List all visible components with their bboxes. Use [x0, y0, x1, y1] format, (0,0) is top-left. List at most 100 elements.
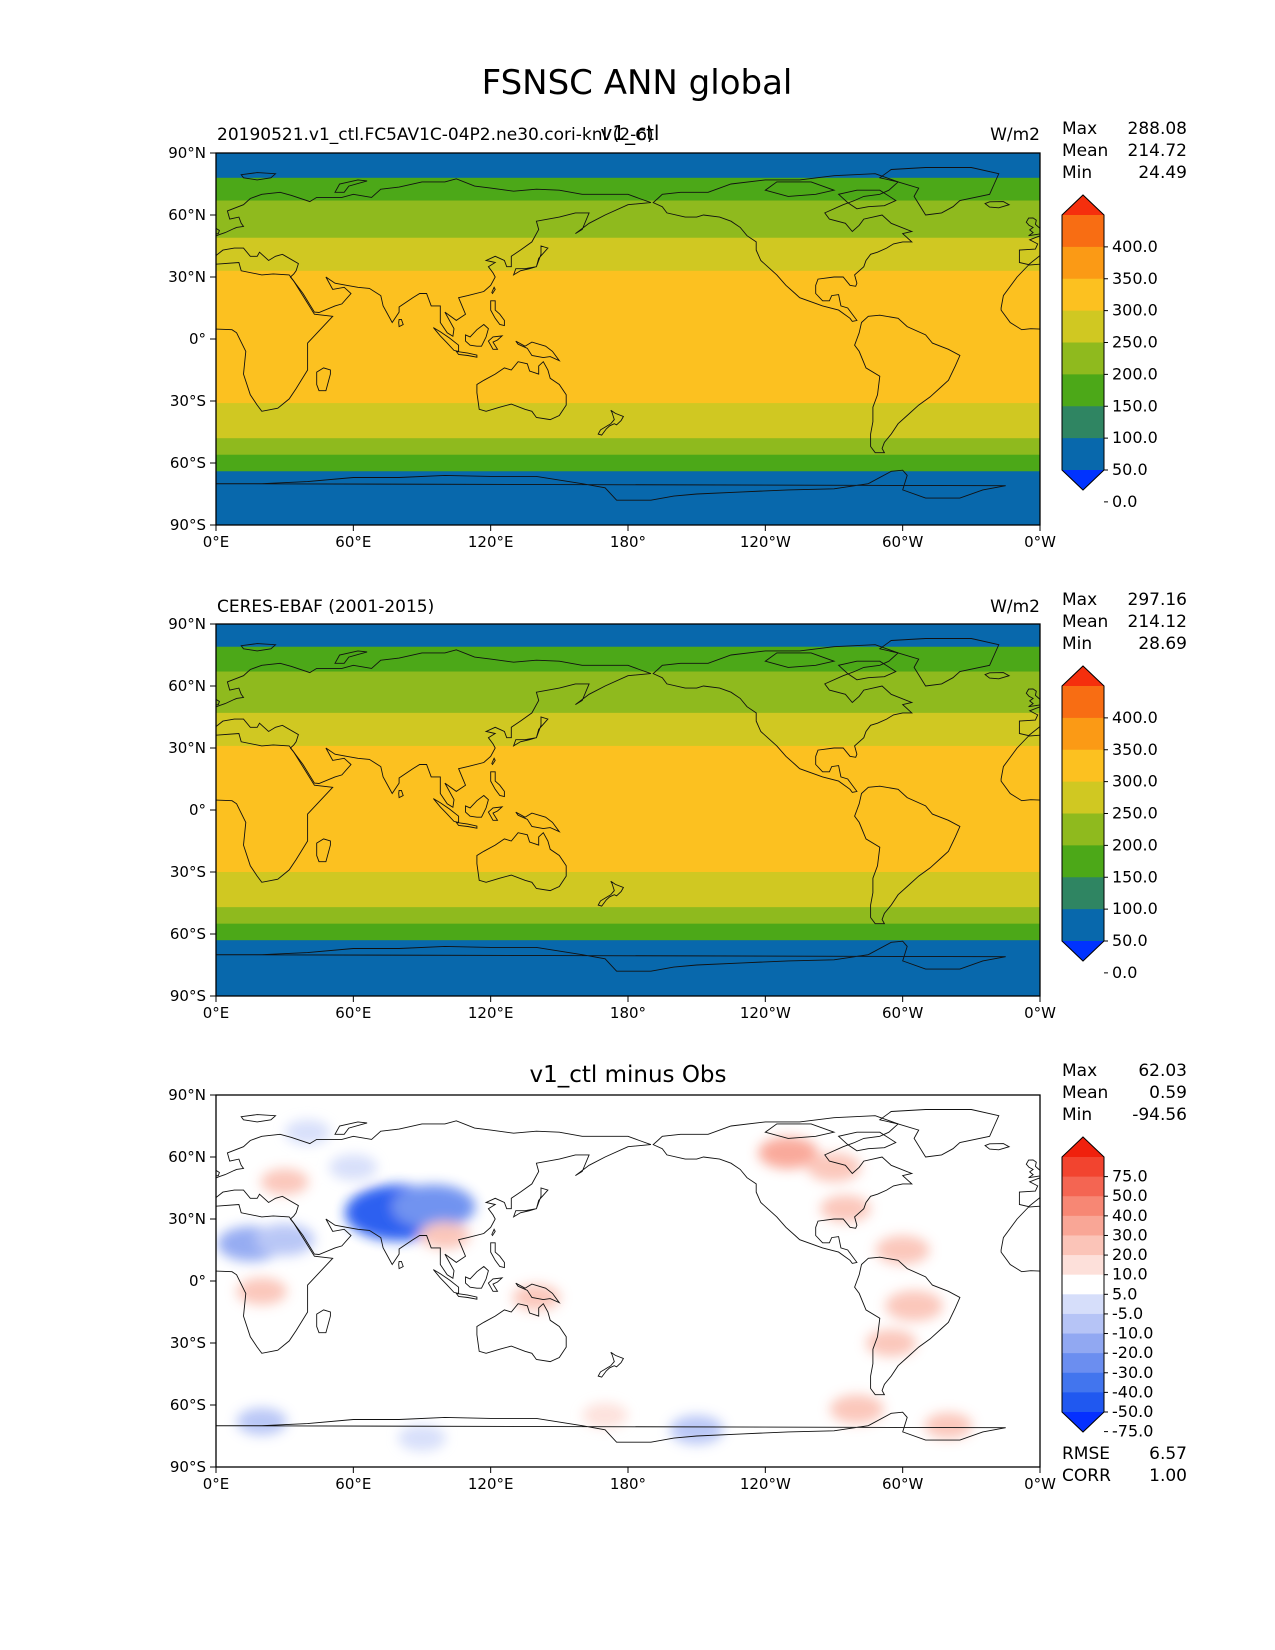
panel-3-anomaly-cell [329, 1154, 378, 1181]
panel-3-map: 0°E 60°E 120°E 180° 120°W 60°W 0°W 90°N 60°N 30°N… [168, 1086, 1056, 1493]
panel-2-lat-band [216, 923, 1040, 941]
panel-2-stats: Max 297.16 Mean 214.12 Min 28.69 [1062, 590, 1187, 654]
panel-1-stat-max-label: Max [1062, 119, 1097, 139]
panel-3-colorbar-segment [1062, 1235, 1104, 1256]
panel-3-stat-min-value: -94.56 [1132, 1105, 1187, 1125]
panel-3-colorbar-segment [1062, 1333, 1104, 1354]
coastline-sri-lanka [398, 1260, 404, 1270]
panel-1-ytick-label: 60°S [170, 454, 206, 472]
coastline-south-america [854, 785, 961, 925]
panel-3-anomaly-cell [669, 1415, 724, 1445]
panel-3-anomaly-cell [391, 1184, 476, 1229]
panel-3-anomaly-cell [866, 1329, 917, 1357]
panel-3-colorbar-segment [1062, 1255, 1104, 1276]
panel-1-colorbar-label: 200.0 [1112, 364, 1158, 383]
panel-2-colorbar-label: 150.0 [1112, 867, 1158, 886]
coastline-australia [476, 360, 567, 421]
figure-title: FSNSC ANN global [482, 63, 793, 103]
coastline-antarctica [216, 940, 1006, 996]
coastline-new-zealand [597, 880, 625, 907]
panel-1-colorbar-segment [1062, 215, 1104, 248]
panel-2-lat-band [216, 671, 1040, 714]
coastline-novaya-zemlya [334, 1121, 368, 1135]
coastline-java [455, 350, 478, 358]
panel-1-colorbar-label: 300.0 [1112, 301, 1158, 320]
panel-1-ytick-label: 90°N [168, 144, 206, 162]
panel-3-colorbar-extend-max [1062, 1137, 1104, 1157]
panel-3-ytick-label: 60°S [170, 1396, 206, 1414]
panel-3-colorbar-label: 30.0 [1112, 1225, 1148, 1244]
panel-2-ytick-label: 60°N [168, 677, 206, 695]
coastline-taiwan [491, 286, 496, 295]
panel-3-stat-rmse-label: RMSE [1062, 1444, 1110, 1464]
panel-1-ytick-label: 30°N [168, 268, 206, 286]
panel-2-colorbar-segment [1062, 717, 1104, 751]
coastline-iceland [984, 201, 1011, 209]
panel-3-anomaly-cell [419, 1221, 471, 1250]
panel-2-colorbar-segment [1062, 877, 1104, 910]
panel-1-colorbar-segment [1062, 310, 1104, 343]
panel-2-colorbar-label: 0.0 [1112, 963, 1137, 982]
panel-1-stat-min-value: 24.49 [1138, 163, 1187, 183]
panel-1-xtick-label: 180° [610, 533, 646, 551]
panel-2-stat-max-label: Max [1062, 590, 1097, 610]
panel-3-colorbar-segment [1062, 1176, 1104, 1197]
panel-2-colorbar-label: 300.0 [1112, 772, 1158, 791]
panel-2-lat-band [216, 646, 1040, 673]
panel-3-colorbar-segment [1062, 1353, 1104, 1374]
coastline-eurasia [216, 1120, 652, 1280]
coastline-svalbard [240, 1114, 277, 1123]
panel-1-xtick-label: 60°E [335, 533, 371, 551]
panel-2-lat-band [216, 745, 1040, 873]
panel-3-colorbar-label: -40.0 [1112, 1382, 1153, 1401]
panel-1-colorbar-label: 150.0 [1112, 396, 1158, 415]
panel-2-xtick-label: 180° [610, 1004, 646, 1022]
coastline-philippines [490, 1242, 505, 1269]
coastline-arctic-isles [764, 1123, 836, 1139]
coastline-java [455, 1292, 478, 1300]
coastline-north-america [652, 173, 914, 322]
panel-1-colorbar-segment [1062, 278, 1104, 312]
panel-3-anomaly-cell [875, 1235, 930, 1265]
panel-3-anomaly-cell [582, 1402, 628, 1428]
coastline-north-america [652, 644, 914, 793]
panel-2-ytick-label: 60°S [170, 925, 206, 943]
panel-1-stat-mean-value: 214.72 [1128, 141, 1187, 161]
panel-2-colorbar-extend-min [1062, 941, 1104, 961]
panel-1-colorbar-segment [1062, 374, 1104, 407]
coastline-arctic-isles [764, 652, 836, 668]
panel-3-stat-rmse-value: 6.57 [1149, 1444, 1187, 1464]
panel-3-xtick-label: 0°E [203, 1475, 230, 1493]
panel-3-colorbar-segment [1062, 1157, 1104, 1178]
panel-2-ytick-label: 90°S [170, 987, 206, 1005]
panel-3-colorbar-label: -10.0 [1112, 1324, 1153, 1343]
panel-2-lat-band [216, 624, 1040, 648]
panel-1-xtick-label: 0°E [203, 533, 230, 551]
coastline-eurasia [216, 649, 652, 809]
coastline-madagascar [316, 838, 331, 863]
panel-1-lat-band [216, 471, 1040, 525]
panel-2-colorbar-segment [1062, 749, 1104, 783]
panel-3-anomaly-cell [284, 1119, 331, 1145]
panel-1-units: W/m2 [990, 125, 1040, 145]
panel-3-stat-corr-label: CORR [1062, 1466, 1111, 1486]
coastline-borneo [465, 1265, 489, 1289]
coastline-novaya-zemlya [334, 179, 368, 193]
panel-1-frame [215, 152, 1041, 526]
panel-3-colorbar-segment [1062, 1215, 1104, 1236]
coastline-south-america [854, 1256, 961, 1396]
panel-1-colorbar-label: 50.0 [1112, 460, 1148, 479]
panel-2-xtick-label: 120°E [468, 1004, 514, 1022]
panel-2-colorbar-label: 350.0 [1112, 740, 1158, 759]
panel-3-stat-corr-value: 1.00 [1149, 1466, 1187, 1486]
panel-1-title: v1_ctl [601, 121, 660, 145]
panel-3-anomaly-cell [236, 1407, 287, 1436]
panel-3-anomaly-cell [820, 1195, 871, 1223]
coastline-antarctica [216, 469, 1006, 525]
panel-2-stat-min-label: Min [1062, 634, 1092, 654]
panel-2-xtick-label: 120°W [740, 1004, 791, 1022]
panel-1-ytick-label: 60°N [168, 206, 206, 224]
coastline-java [455, 821, 478, 829]
panel-2-colorbar-segment [1062, 909, 1104, 942]
